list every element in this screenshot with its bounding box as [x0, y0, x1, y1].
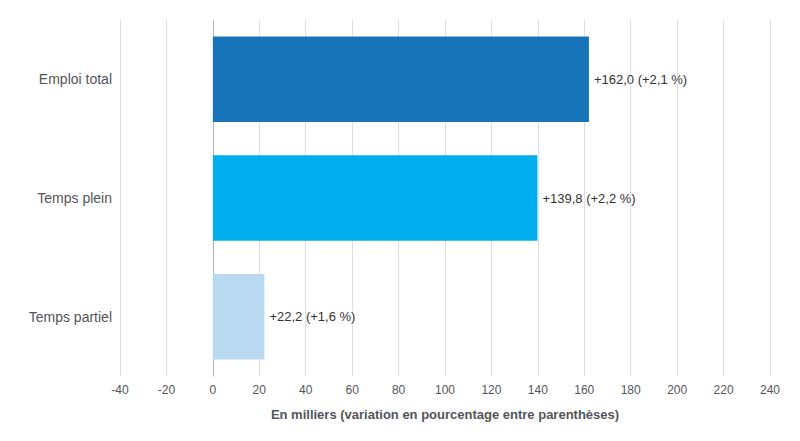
svg-text:80: 80 — [392, 383, 406, 397]
svg-text:140: 140 — [528, 383, 548, 397]
svg-text:+22,2 (+1,6 %): +22,2 (+1,6 %) — [269, 309, 355, 324]
svg-text:En milliers (variation en pour: En milliers (variation en pourcentage en… — [271, 407, 619, 422]
svg-text:20: 20 — [253, 383, 267, 397]
svg-text:+162,0 (+2,1 %): +162,0 (+2,1 %) — [594, 72, 687, 87]
svg-text:160: 160 — [574, 383, 594, 397]
svg-text:180: 180 — [621, 383, 641, 397]
svg-text:120: 120 — [481, 383, 501, 397]
svg-text:-20: -20 — [158, 383, 176, 397]
svg-text:0: 0 — [210, 383, 217, 397]
svg-text:Temps partiel: Temps partiel — [29, 309, 112, 325]
svg-text:+139,8 (+2,2 %): +139,8 (+2,2 %) — [542, 191, 635, 206]
svg-text:220: 220 — [714, 383, 734, 397]
svg-text:200: 200 — [667, 383, 687, 397]
svg-text:240: 240 — [760, 383, 780, 397]
svg-text:60: 60 — [345, 383, 359, 397]
svg-text:Emploi total: Emploi total — [39, 71, 112, 87]
svg-text:100: 100 — [435, 383, 455, 397]
svg-text:-40: -40 — [111, 383, 129, 397]
svg-text:Temps plein: Temps plein — [37, 190, 112, 206]
svg-text:40: 40 — [299, 383, 313, 397]
